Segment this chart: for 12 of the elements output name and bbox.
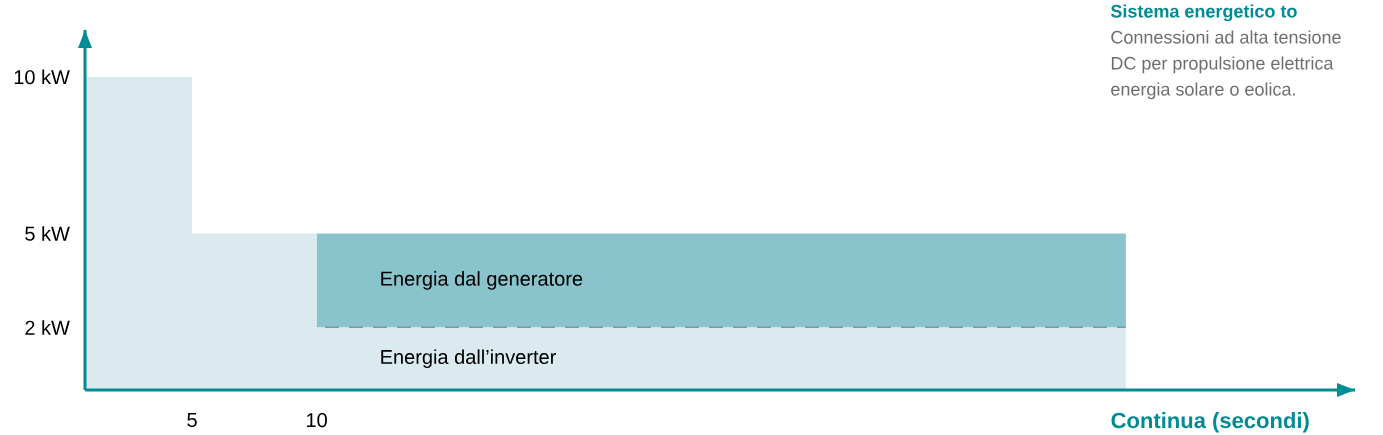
y-tick-label: 10 kW (14, 69, 70, 85)
x-tick-label: 5 (187, 413, 197, 428)
x-axis-title: Continua (secondi) (1111, 412, 1309, 433)
y-tick-label: 5 kW (25, 226, 70, 241)
series-label: Energia dall’inverter (381, 349, 557, 369)
y-tick-label: 2 kW (25, 320, 70, 335)
series-label: Energia dal generatore (381, 271, 583, 290)
annotation: DC per propulsione elettrica (1111, 56, 1334, 74)
annotation: energia solare o eolica. (1111, 82, 1295, 100)
x-tick-label: 10 (307, 413, 327, 428)
annotation: Connessioni ad alta tensione (1111, 30, 1341, 44)
chart-title: Sistema energetico to (1110, 4, 1297, 22)
